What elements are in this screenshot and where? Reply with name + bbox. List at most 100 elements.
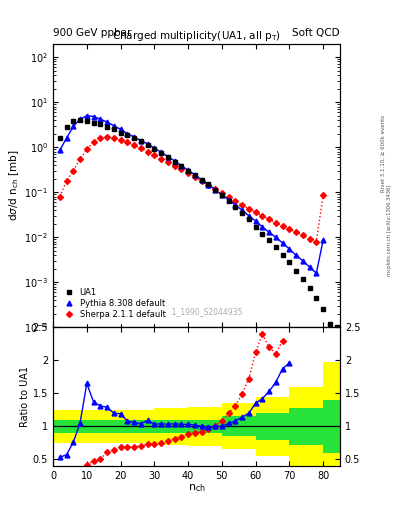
UA1: [287, 259, 292, 265]
UA1: [159, 150, 163, 156]
Pythia 8.308 default: [199, 177, 204, 183]
Sherpa 2.1.1 default: [165, 159, 170, 165]
UA1: [71, 118, 76, 124]
Text: Rivet 3.1.10, ≥ 600k events: Rivet 3.1.10, ≥ 600k events: [381, 115, 386, 192]
UA1: [78, 117, 83, 123]
Pythia 8.308 default: [307, 264, 312, 270]
Sherpa 2.1.1 default: [287, 226, 292, 232]
UA1: [321, 306, 325, 312]
Sherpa 2.1.1 default: [267, 216, 272, 222]
UA1: [246, 216, 251, 222]
Pythia 8.308 default: [78, 116, 83, 122]
Sherpa 2.1.1 default: [280, 223, 285, 229]
Pythia 8.308 default: [118, 126, 123, 132]
UA1: [57, 135, 62, 141]
Sherpa 2.1.1 default: [199, 178, 204, 184]
UA1: [112, 126, 116, 132]
Sherpa 2.1.1 default: [57, 194, 62, 200]
Sherpa 2.1.1 default: [71, 168, 76, 174]
Sherpa 2.1.1 default: [159, 156, 163, 162]
Pythia 8.308 default: [219, 191, 224, 198]
Pythia 8.308 default: [240, 207, 244, 214]
Pythia 8.308 default: [280, 240, 285, 246]
Pythia 8.308 default: [186, 167, 191, 173]
Legend: UA1, Pythia 8.308 default, Sherpa 2.1.1 default: UA1, Pythia 8.308 default, Sherpa 2.1.1 …: [57, 284, 170, 323]
Sherpa 2.1.1 default: [132, 142, 136, 148]
Sherpa 2.1.1 default: [78, 156, 83, 162]
Sherpa 2.1.1 default: [84, 146, 89, 153]
Pythia 8.308 default: [159, 149, 163, 155]
Sherpa 2.1.1 default: [193, 174, 197, 180]
Text: Soft QCD: Soft QCD: [292, 28, 340, 38]
Pythia 8.308 default: [246, 213, 251, 219]
UA1: [91, 120, 96, 126]
Pythia 8.308 default: [287, 246, 292, 252]
UA1: [294, 268, 298, 274]
Pythia 8.308 default: [64, 135, 69, 141]
Pythia 8.308 default: [226, 197, 231, 203]
Sherpa 2.1.1 default: [213, 186, 217, 193]
Sherpa 2.1.1 default: [321, 193, 325, 199]
UA1: [186, 168, 191, 174]
UA1: [274, 244, 278, 250]
UA1: [253, 224, 258, 230]
Pythia 8.308 default: [57, 147, 62, 154]
UA1: [314, 295, 319, 301]
X-axis label: n$_{\rm ch}$: n$_{\rm ch}$: [187, 482, 206, 494]
UA1: [226, 198, 231, 204]
UA1: [125, 132, 130, 138]
Sherpa 2.1.1 default: [206, 182, 211, 188]
UA1: [145, 142, 150, 148]
Sherpa 2.1.1 default: [112, 135, 116, 141]
UA1: [327, 321, 332, 327]
Pythia 8.308 default: [172, 158, 177, 164]
Pythia 8.308 default: [125, 131, 130, 137]
Pythia 8.308 default: [233, 202, 238, 208]
Sherpa 2.1.1 default: [219, 190, 224, 196]
Line: Pythia 8.308 default: Pythia 8.308 default: [57, 113, 325, 275]
UA1: [307, 285, 312, 291]
Pythia 8.308 default: [71, 123, 76, 130]
UA1: [179, 163, 184, 169]
Sherpa 2.1.1 default: [179, 166, 184, 173]
Pythia 8.308 default: [253, 218, 258, 224]
Sherpa 2.1.1 default: [118, 137, 123, 143]
Pythia 8.308 default: [84, 113, 89, 119]
UA1: [240, 210, 244, 216]
UA1: [206, 181, 211, 187]
Sherpa 2.1.1 default: [105, 134, 109, 140]
Pythia 8.308 default: [267, 229, 272, 235]
Pythia 8.308 default: [206, 182, 211, 188]
Sherpa 2.1.1 default: [145, 148, 150, 155]
Sherpa 2.1.1 default: [307, 237, 312, 243]
Sherpa 2.1.1 default: [260, 213, 264, 219]
Pythia 8.308 default: [112, 123, 116, 129]
Pythia 8.308 default: [132, 134, 136, 140]
Pythia 8.308 default: [294, 252, 298, 259]
Sherpa 2.1.1 default: [240, 202, 244, 208]
Title: Charged multiplicity(UA1, all p$_{\rm T}$): Charged multiplicity(UA1, all p$_{\rm T}…: [112, 29, 281, 44]
Pythia 8.308 default: [213, 186, 217, 193]
Text: UA1_1990_S2044935: UA1_1990_S2044935: [162, 307, 243, 316]
Pythia 8.308 default: [145, 141, 150, 147]
Sherpa 2.1.1 default: [301, 232, 305, 239]
Sherpa 2.1.1 default: [314, 239, 319, 245]
Sherpa 2.1.1 default: [91, 139, 96, 145]
Y-axis label: Ratio to UA1: Ratio to UA1: [20, 366, 30, 427]
Line: UA1: UA1: [57, 118, 339, 330]
Sherpa 2.1.1 default: [233, 198, 238, 204]
Sherpa 2.1.1 default: [226, 194, 231, 200]
UA1: [165, 154, 170, 160]
Pythia 8.308 default: [301, 258, 305, 264]
Pythia 8.308 default: [98, 116, 103, 122]
Sherpa 2.1.1 default: [125, 139, 130, 145]
UA1: [260, 231, 264, 237]
Sherpa 2.1.1 default: [98, 135, 103, 141]
Sherpa 2.1.1 default: [152, 152, 157, 158]
UA1: [132, 135, 136, 141]
Pythia 8.308 default: [260, 224, 264, 230]
UA1: [334, 325, 339, 331]
UA1: [152, 146, 157, 152]
Sherpa 2.1.1 default: [253, 209, 258, 216]
UA1: [138, 138, 143, 144]
